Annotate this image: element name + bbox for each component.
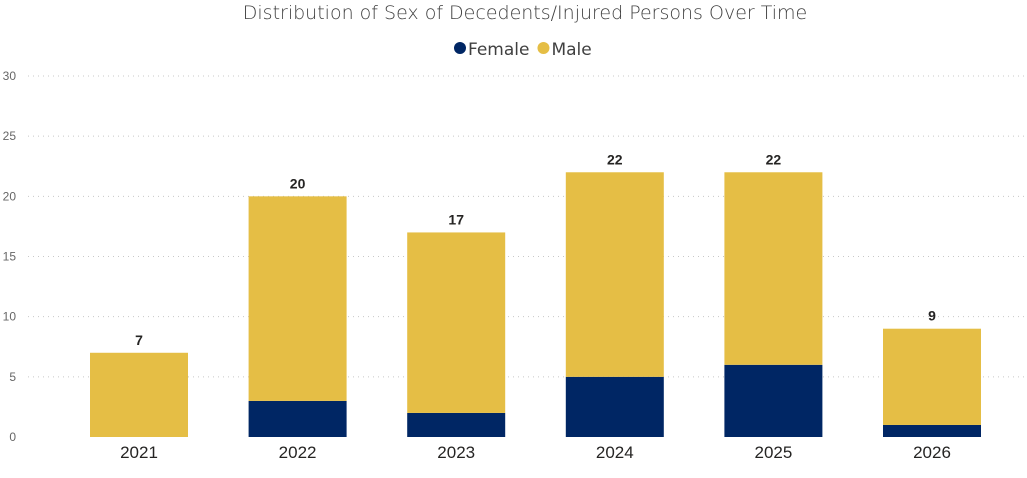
legend-label-male[interactable]: Male [551, 40, 591, 60]
bar-female-2025[interactable] [724, 364, 823, 437]
bar-male-2023[interactable] [407, 232, 506, 413]
bar-male-2025[interactable] [724, 172, 823, 365]
y-tick-label-0: 0 [9, 430, 16, 444]
legend-marker-female [454, 42, 466, 54]
y-tick-label-30: 30 [3, 69, 17, 83]
y-tick-label-20: 20 [3, 189, 17, 203]
bar-male-2026[interactable] [883, 328, 981, 425]
y-axis: 0 5 10 15 20 25 30 [3, 69, 17, 444]
bar-male-2021[interactable] [90, 352, 188, 437]
x-tick-label-2026: 2026 [913, 443, 951, 462]
y-tick-label-5: 5 [9, 370, 16, 384]
bar-female-2023[interactable] [407, 412, 506, 437]
bar-female-2024[interactable] [565, 376, 664, 437]
chart-title: Distribution of Sex of Decedents/Injured… [243, 2, 807, 24]
bar-male-2022[interactable] [248, 196, 347, 401]
total-label-2021: 7 [135, 332, 143, 348]
total-labels: 7 20 17 22 22 9 [135, 151, 936, 348]
total-label-2022: 20 [290, 175, 306, 191]
y-tick-label-25: 25 [3, 129, 17, 143]
x-axis: 2021 2022 2023 2024 2025 2026 [120, 443, 951, 462]
legend-marker-male [537, 42, 550, 54]
x-tick-label-2024: 2024 [596, 443, 634, 462]
y-tick-label-15: 15 [3, 250, 17, 264]
x-tick-label-2023: 2023 [437, 443, 475, 462]
total-label-2026: 9 [928, 308, 936, 324]
bars [90, 172, 981, 437]
bar-male-2024[interactable] [565, 172, 664, 377]
total-label-2023: 17 [448, 211, 464, 227]
x-tick-label-2021: 2021 [120, 443, 158, 462]
y-tick-label-10: 10 [3, 310, 17, 324]
bar-female-2026[interactable] [883, 424, 981, 437]
total-label-2024: 22 [607, 151, 623, 167]
chart-legend[interactable]: Female Male [454, 40, 592, 60]
total-label-2025: 22 [766, 151, 782, 167]
x-tick-label-2025: 2025 [754, 443, 792, 462]
x-tick-label-2022: 2022 [279, 443, 317, 462]
legend-label-female[interactable]: Female [468, 40, 529, 60]
bar-female-2022[interactable] [248, 400, 347, 437]
gridlines [28, 75, 1027, 378]
